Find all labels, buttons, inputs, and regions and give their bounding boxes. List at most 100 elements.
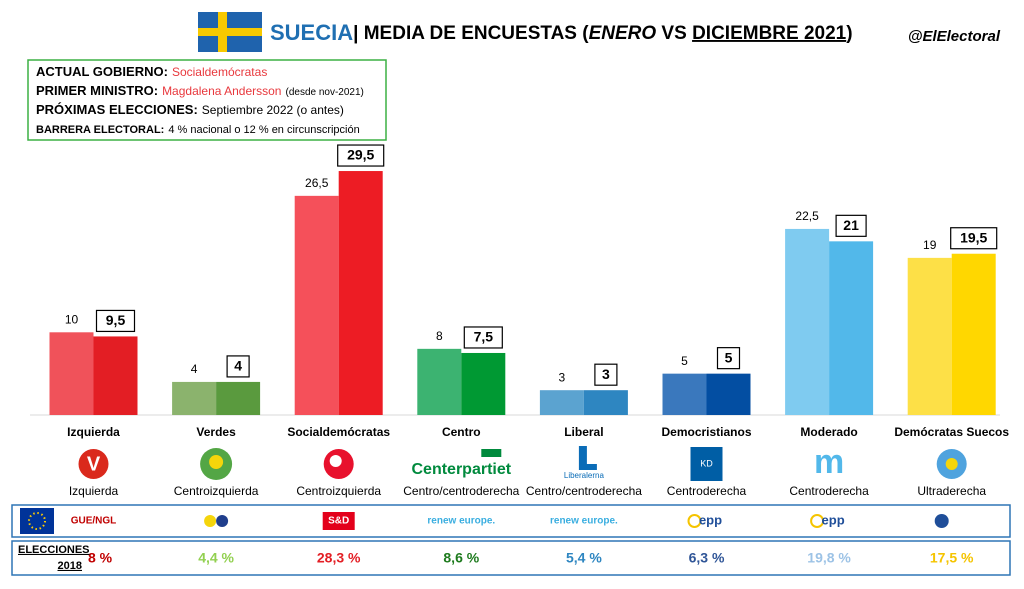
election-result: 4,4 % — [198, 550, 234, 566]
bar — [951, 253, 996, 415]
data-label: 8 — [436, 329, 443, 343]
eu-logo — [810, 514, 825, 528]
title-series: DICIEMBRE 2021 — [692, 23, 847, 44]
data-label-box — [95, 309, 136, 333]
eu-group: GUE/NGL — [71, 516, 117, 527]
elections-label: 2018 — [58, 560, 82, 572]
data-label: 3 — [559, 370, 566, 384]
bar — [583, 390, 628, 415]
eu-logo — [216, 515, 229, 527]
info-line: BARRERA ELECTORAL: 4 % nacional o 12 % en… — [36, 124, 360, 136]
election-result: 8,6 % — [443, 550, 479, 566]
ideology: Centroizquierda — [296, 484, 381, 498]
data-label: 3 — [602, 366, 610, 382]
info-line: ACTUAL GOBIERNO: Socialdemócratas — [36, 64, 267, 79]
info-value: Socialdemócratas — [172, 65, 267, 79]
elections-band — [11, 540, 1011, 576]
info-box — [27, 59, 387, 141]
data-label: 4 — [234, 358, 242, 374]
ideology: Centro/centroderecha — [526, 484, 642, 498]
ideology: Centroderecha — [667, 484, 747, 498]
info-value: Magdalena Andersson — [162, 84, 281, 98]
x-tick-label: Moderado — [800, 425, 857, 439]
title-part: | MEDIA DE ENCUESTAS ( — [353, 23, 589, 44]
data-label-box — [835, 214, 867, 237]
ideology: Centro/centroderecha — [403, 484, 519, 498]
bar — [785, 228, 830, 415]
eu-band — [11, 504, 1011, 538]
x-tick-label: Socialdemócratas — [287, 425, 390, 439]
info-line: PRIMER MINISTRO: Magdalena Andersson (desd… — [36, 83, 364, 98]
eu-logo — [204, 515, 217, 527]
ideology: Izquierda — [69, 484, 119, 498]
bar — [216, 381, 261, 415]
title-part: VS — [656, 23, 692, 44]
election-result: 28,3 % — [317, 550, 361, 566]
logo-text: Liberalerna — [564, 471, 605, 480]
election-result: 19,8 % — [807, 550, 851, 566]
data-label: 10 — [65, 312, 79, 326]
bar — [93, 336, 138, 415]
x-tick-label: Democristianos — [661, 425, 751, 439]
info-label: BARRERA ELECTORAL: — [36, 124, 164, 136]
x-tick-label: Demócratas Suecos — [894, 425, 1009, 439]
handle: @ElElectoral — [908, 28, 1001, 45]
sweden-flag — [198, 12, 262, 52]
ideology: Centroderecha — [789, 484, 869, 498]
data-label: 29,5 — [347, 147, 374, 163]
bar — [49, 332, 94, 415]
data-label: 26,5 — [305, 176, 329, 190]
bar — [829, 241, 874, 415]
eu-logo — [687, 514, 702, 528]
data-label-box — [950, 227, 998, 250]
bar — [294, 195, 339, 415]
eu-logo — [934, 514, 949, 528]
election-result: 17,5 % — [930, 550, 974, 566]
chart-title: SUECIA| MEDIA DE ENCUESTAS (ENERO VS DIC… — [270, 20, 853, 45]
election-result: 6,3 % — [689, 550, 725, 566]
party-logo — [209, 455, 224, 469]
bar — [907, 257, 952, 415]
info-label: PRIMER MINISTRO: — [36, 83, 158, 98]
data-label: 5 — [681, 354, 688, 368]
info-value: Septiembre 2022 (o antes) — [202, 103, 344, 117]
title-part: ) — [846, 23, 852, 44]
title-series: ENERO — [589, 23, 657, 44]
logo-text: Centerpartiet — [412, 461, 512, 478]
data-label-box — [226, 355, 250, 378]
bar — [417, 348, 462, 415]
logo-text: V — [87, 453, 101, 475]
data-label-box — [337, 144, 385, 167]
logo-text: KD — [700, 458, 713, 468]
data-label: 7,5 — [474, 329, 494, 345]
election-result: 8 % — [88, 550, 113, 566]
party-logo — [481, 449, 502, 457]
bar — [338, 171, 383, 415]
info-label: PRÓXIMAS ELECCIONES: — [36, 102, 198, 117]
eu-group: renew europe. — [550, 516, 618, 527]
eu-flag — [20, 508, 54, 534]
data-label-box — [716, 347, 741, 370]
eu-logo — [322, 512, 355, 530]
data-label: 22,5 — [795, 209, 819, 223]
bar — [172, 381, 217, 415]
title-country: SUECIA — [270, 20, 353, 45]
info-label: ACTUAL GOBIERNO: — [36, 64, 168, 79]
data-label: 19,5 — [960, 229, 987, 245]
data-label: 19 — [923, 238, 937, 252]
eu-group: epp — [699, 512, 722, 527]
info-value: 4 % nacional o 12 % en circunscripción — [168, 124, 359, 136]
election-result: 5,4 % — [566, 550, 602, 566]
info-note: (desde nov-2021) — [285, 87, 363, 98]
party-logo — [945, 458, 958, 470]
x-tick-label: Liberal — [564, 425, 603, 439]
party-logo — [78, 449, 109, 479]
data-label: 4 — [191, 362, 198, 376]
bar — [461, 352, 506, 415]
party-logo — [578, 446, 597, 470]
data-label: 21 — [843, 217, 859, 233]
eu-group: renew europe. — [427, 516, 495, 527]
bar — [706, 373, 751, 415]
eu-group: epp — [822, 512, 845, 527]
elections-label: ELECCIONES — [18, 544, 90, 556]
